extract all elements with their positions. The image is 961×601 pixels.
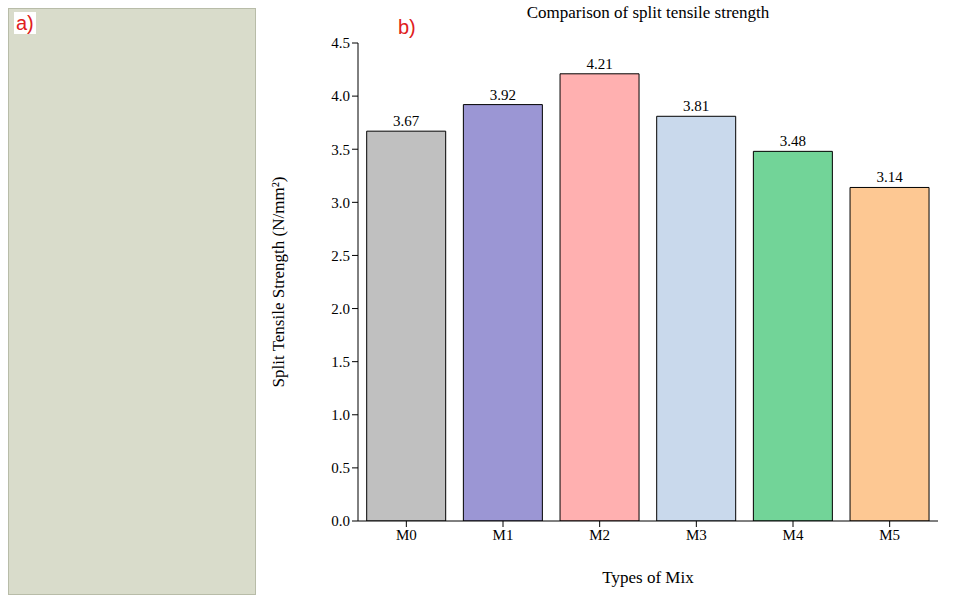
svg-text:Split Tensile Strength (N/mm²): Split Tensile Strength (N/mm²) [269,177,288,388]
svg-text:Types of Mix: Types of Mix [602,568,694,587]
svg-text:M5: M5 [879,527,900,543]
svg-text:M1: M1 [493,527,514,543]
svg-text:3.81: 3.81 [683,98,709,114]
svg-text:2.5: 2.5 [331,248,350,264]
svg-text:4.21: 4.21 [586,56,612,72]
html-text:Comparison of split tensile st: Comparison of split tensile strength [526,3,770,22]
svg-text:1.0: 1.0 [331,407,350,423]
svg-text:0.5: 0.5 [331,460,350,476]
svg-text:3.14: 3.14 [876,169,903,185]
svg-text:2.0: 2.0 [331,301,350,317]
svg-text:3.92: 3.92 [490,87,516,103]
svg-text:M3: M3 [686,527,707,543]
svg-text:M0: M0 [396,527,417,543]
svg-text:3.48: 3.48 [780,133,806,149]
svg-text:M2: M2 [589,527,610,543]
html-text:b): b) [398,16,416,38]
svg-text:3.5: 3.5 [331,142,350,158]
svg-text:3.67: 3.67 [393,113,420,129]
svg-text:4.5: 4.5 [331,35,350,51]
html-text:a): a) [16,12,34,34]
svg-text:4.0: 4.0 [331,88,350,104]
svg-text:0.0: 0.0 [331,513,350,529]
svg-text:M4: M4 [783,527,804,543]
svg-text:3.0: 3.0 [331,195,350,211]
svg-text:1.5: 1.5 [331,354,350,370]
